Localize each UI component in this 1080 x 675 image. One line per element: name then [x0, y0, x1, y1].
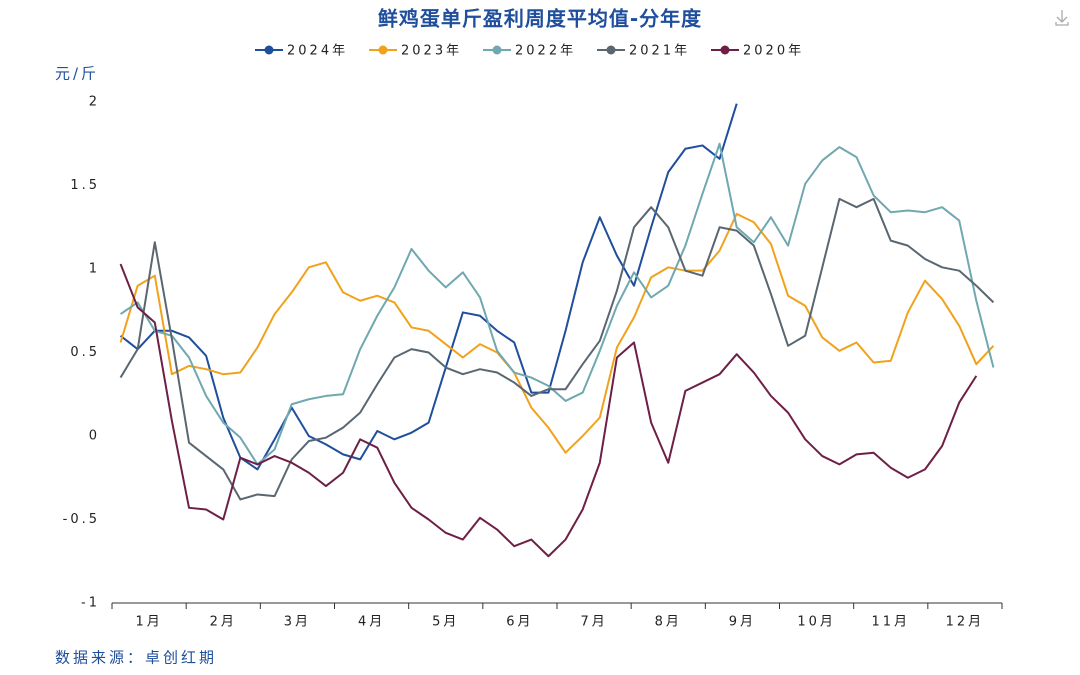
- legend-label: 2022年: [515, 44, 576, 59]
- y-axis-label: 元/斤: [55, 65, 99, 83]
- legend-marker: [606, 45, 616, 55]
- series-line: [119, 197, 995, 501]
- legend-label: 2021年: [629, 44, 690, 59]
- x-tick-label: 8月: [655, 615, 682, 630]
- legend-marker: [720, 45, 730, 55]
- series-line: [119, 142, 995, 466]
- y-tick-label: -0.5: [63, 512, 100, 527]
- x-tick-label: 3月: [284, 615, 311, 630]
- source: 数据来源：卓创红期: [55, 649, 217, 667]
- x-tick-label: 5月: [432, 615, 459, 630]
- y-tick-label: 2: [89, 95, 100, 110]
- legend-label: 2024年: [287, 44, 348, 59]
- x-tick-label: 11月: [871, 615, 910, 630]
- chart-title: 鲜鸡蛋单斤盈利周度平均值-分年度: [378, 7, 702, 31]
- legend-label: 2023年: [401, 44, 462, 59]
- x-tick-label: 12月: [946, 615, 985, 630]
- y-tick-label: 0.5: [70, 345, 100, 360]
- y-tick-label: 1: [89, 262, 100, 277]
- legend-label: 2020年: [743, 44, 804, 59]
- x-tick-label: 4月: [358, 615, 385, 630]
- series-line: [119, 263, 978, 558]
- y-tick-label: 1.5: [70, 178, 100, 193]
- legend-marker: [492, 45, 502, 55]
- y-tick-label: 0: [89, 429, 100, 444]
- x-tick-label: 9月: [729, 615, 756, 630]
- download-icon[interactable]: [1055, 10, 1069, 26]
- y-tick-label: -1: [81, 596, 100, 611]
- x-tick-label: 7月: [580, 615, 607, 630]
- series-line: [119, 103, 738, 471]
- legend-marker: [378, 45, 388, 55]
- series-line: [119, 212, 995, 454]
- x-tick-label: 1月: [135, 615, 162, 630]
- x-tick-label: 6月: [506, 615, 533, 630]
- x-tick-label: 2月: [210, 615, 237, 630]
- legend-marker: [264, 45, 274, 55]
- x-tick-label: 10月: [797, 615, 836, 630]
